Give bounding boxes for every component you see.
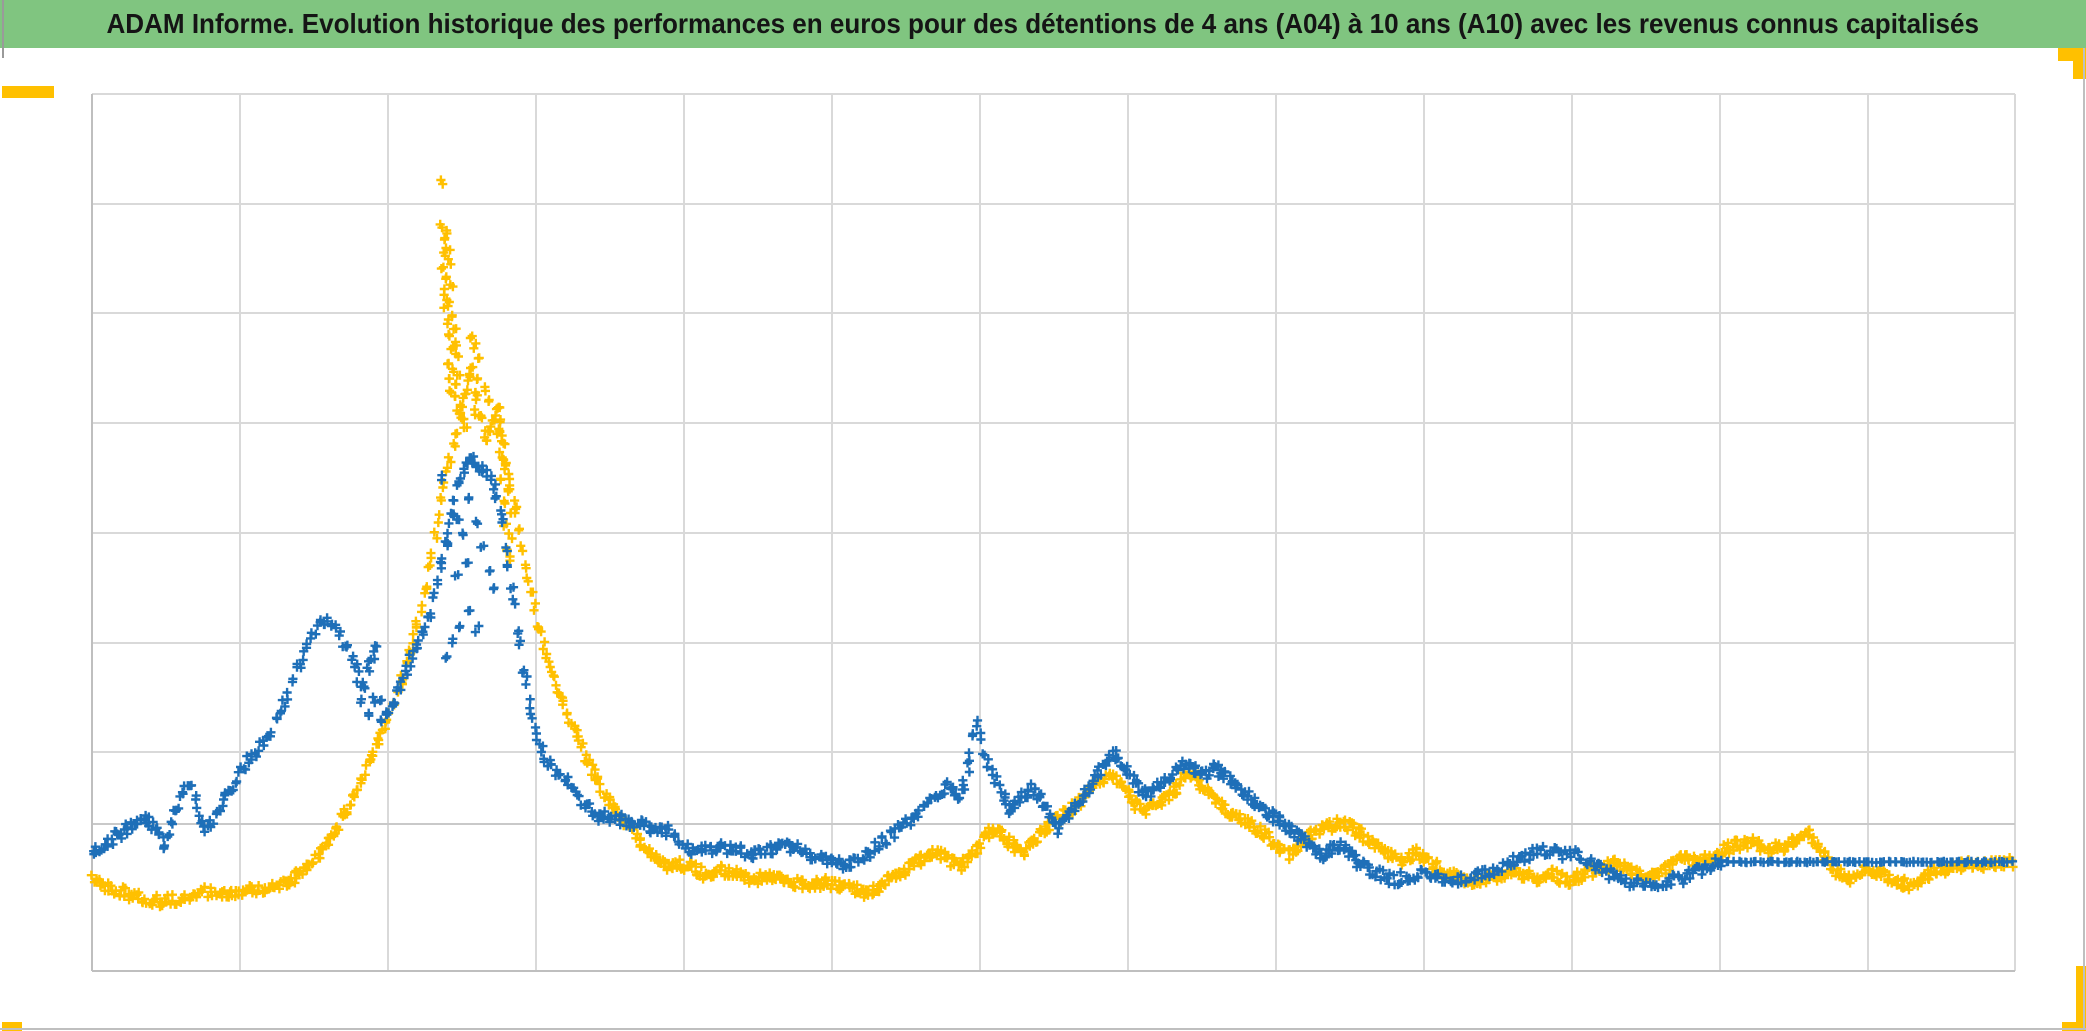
plot-series (86, 175, 2018, 912)
accent-bottom-right-bar (2076, 966, 2086, 1024)
accent-top-right-stub (2073, 61, 2086, 79)
sheet-bottom-border (0, 1028, 2086, 1030)
title-bar: ADAM Informe. Evolution historique des p… (0, 0, 2086, 48)
series-yellow-series (86, 175, 2018, 912)
sheet-right-border (2083, 48, 2085, 1028)
gridlines (91, 93, 2016, 972)
page-title: ADAM Informe. Evolution historique des p… (106, 8, 1980, 39)
sheet-left-edge (2, 0, 4, 58)
accent-top-right-bar (2058, 48, 2086, 61)
series-blue-series (89, 451, 2018, 893)
accent-top-left (2, 86, 54, 98)
accent-bottom-left (2, 1022, 22, 1031)
accent-bottom-right-foot (2062, 1022, 2086, 1031)
